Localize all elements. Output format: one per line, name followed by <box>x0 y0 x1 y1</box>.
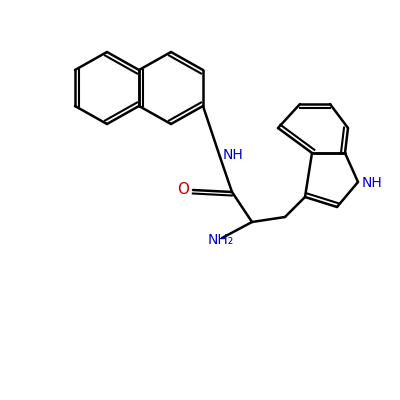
Text: O: O <box>177 182 189 196</box>
Text: NH₂: NH₂ <box>208 233 234 247</box>
Text: NH: NH <box>362 176 383 190</box>
Text: NH: NH <box>223 148 244 162</box>
